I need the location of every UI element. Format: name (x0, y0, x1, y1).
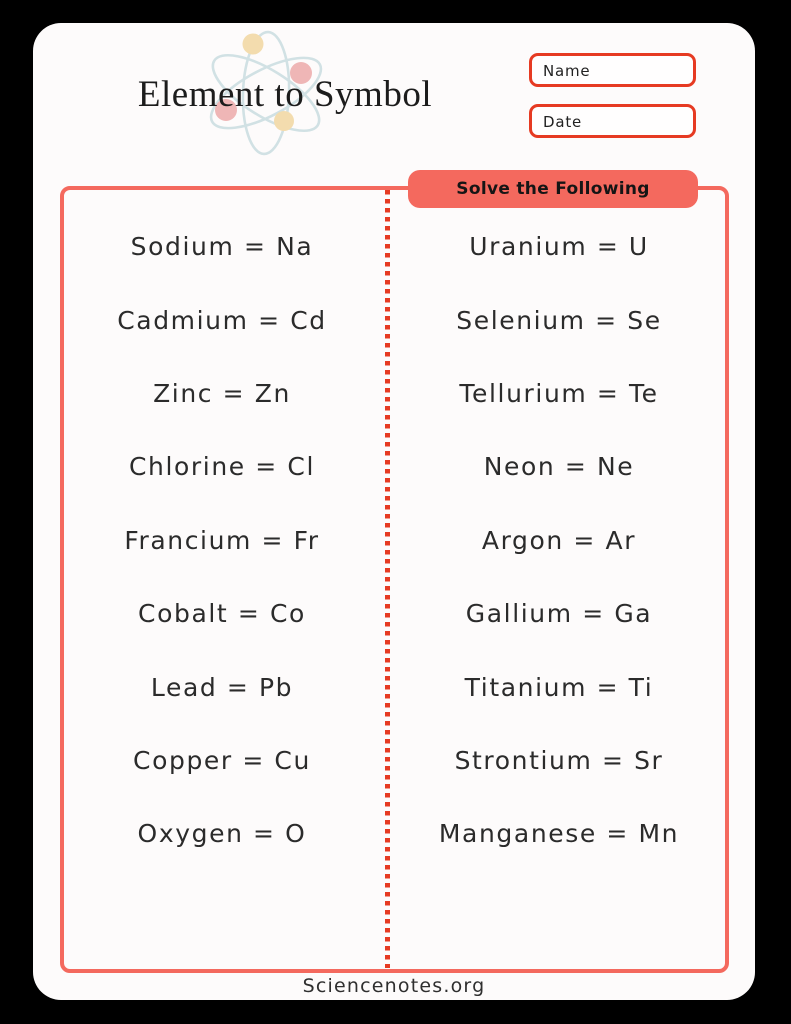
element-row: Argon = Ar (481, 525, 637, 555)
electron-dot (215, 99, 237, 121)
date-field-label: Date (543, 113, 583, 131)
element-row: Titanium = Ti (464, 672, 654, 702)
footer-site-text: Sciencenotes.org (302, 975, 486, 997)
atom-icon (209, 30, 323, 156)
element-row: Cadmium = Cd (117, 305, 327, 335)
element-row: Cobalt = Co (138, 599, 306, 629)
element-row: Sodium = Na (130, 232, 314, 262)
worksheet-box (60, 186, 729, 973)
left-column: Sodium = Na Cadmium = Cd Zinc = Zn Chlor… (63, 210, 381, 871)
element-row: Uranium = U (469, 232, 649, 262)
element-row: Zinc = Zn (153, 378, 291, 408)
electron-dot (274, 111, 294, 131)
element-row: Neon = Ne (483, 452, 635, 482)
date-field[interactable]: Date (529, 104, 696, 138)
right-column: Uranium = U Selenium = Se Tellurium = Te… (391, 210, 727, 871)
solve-the-following-banner: Solve the Following (408, 170, 698, 208)
element-row: Selenium = Se (456, 305, 662, 335)
element-row: Francium = Fr (124, 525, 320, 555)
page-title: Element to Symbol (137, 74, 433, 115)
element-row: Lead = Pb (150, 672, 294, 702)
dotted-divider (385, 190, 390, 968)
name-field-label: Name (543, 62, 591, 80)
worksheet-card: Element to Symbol Name Date Solve the Fo… (33, 23, 755, 1000)
electron-dot (242, 33, 264, 55)
element-row: Chlorine = Cl (128, 452, 316, 482)
element-row: Strontium = Sr (454, 745, 664, 775)
element-row: Copper = Cu (133, 745, 311, 775)
electron-dot (290, 62, 312, 84)
name-field[interactable]: Name (529, 53, 696, 87)
element-row: Gallium = Ga (465, 599, 653, 629)
element-row: Tellurium = Te (459, 378, 659, 408)
element-row: Oxygen = O (137, 819, 307, 849)
element-row: Manganese = Mn (438, 819, 680, 849)
